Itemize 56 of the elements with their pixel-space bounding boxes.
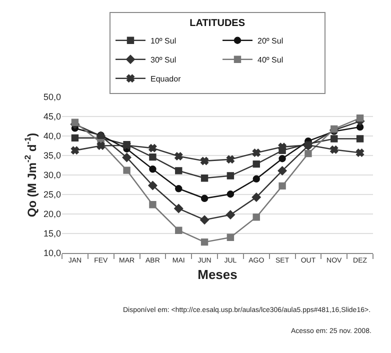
point bbox=[96, 142, 105, 150]
point bbox=[148, 144, 157, 152]
point bbox=[226, 190, 234, 198]
point bbox=[200, 194, 208, 202]
y-tick-label: 25,0 bbox=[43, 190, 61, 200]
point bbox=[252, 148, 260, 157]
legend-label: 20º Sul bbox=[258, 36, 284, 46]
point bbox=[174, 204, 184, 214]
point bbox=[356, 114, 364, 122]
point bbox=[200, 215, 210, 224]
point bbox=[330, 135, 338, 142]
y-tick-label: 50,0 bbox=[43, 92, 61, 102]
point bbox=[175, 167, 182, 174]
point bbox=[252, 214, 260, 221]
point bbox=[71, 134, 79, 142]
point bbox=[149, 201, 156, 208]
point bbox=[356, 135, 364, 142]
point bbox=[175, 226, 182, 234]
point bbox=[226, 172, 234, 180]
point bbox=[330, 146, 338, 154]
point bbox=[226, 155, 234, 164]
point bbox=[200, 174, 208, 182]
point bbox=[149, 166, 156, 173]
point bbox=[149, 153, 156, 161]
y-tick-label: 10,0 bbox=[43, 248, 61, 258]
y-tick-label: 30,0 bbox=[43, 170, 61, 180]
point bbox=[356, 148, 364, 157]
y-tick-label: 15,0 bbox=[43, 228, 61, 239]
point bbox=[200, 156, 209, 165]
point bbox=[226, 210, 235, 220]
point bbox=[304, 150, 312, 158]
x-axis-title: Meses bbox=[198, 267, 238, 282]
point bbox=[226, 234, 234, 241]
legend-label: 40º Sul bbox=[258, 56, 284, 64]
point bbox=[122, 152, 132, 162]
point bbox=[148, 181, 158, 190]
point bbox=[252, 192, 261, 202]
point bbox=[71, 118, 79, 126]
point bbox=[174, 152, 183, 160]
point bbox=[252, 175, 260, 182]
y-tick-label: 35,0 bbox=[43, 150, 61, 161]
y-tick-label: 20,0 bbox=[43, 209, 61, 220]
legend-label: Equador bbox=[150, 74, 182, 84]
point bbox=[70, 146, 79, 154]
legend-label: 30º Sul bbox=[150, 56, 176, 64]
y-tick-label: 45,0 bbox=[43, 112, 61, 122]
legend-label: 10º Sul bbox=[150, 36, 176, 46]
y-tick-label: 40,0 bbox=[43, 131, 61, 142]
point bbox=[200, 238, 208, 246]
point bbox=[123, 166, 130, 174]
point bbox=[278, 182, 286, 190]
point bbox=[278, 166, 287, 176]
point bbox=[252, 160, 260, 168]
point bbox=[278, 155, 286, 162]
point bbox=[175, 185, 182, 192]
legend-title: LATITUDES bbox=[190, 18, 246, 29]
